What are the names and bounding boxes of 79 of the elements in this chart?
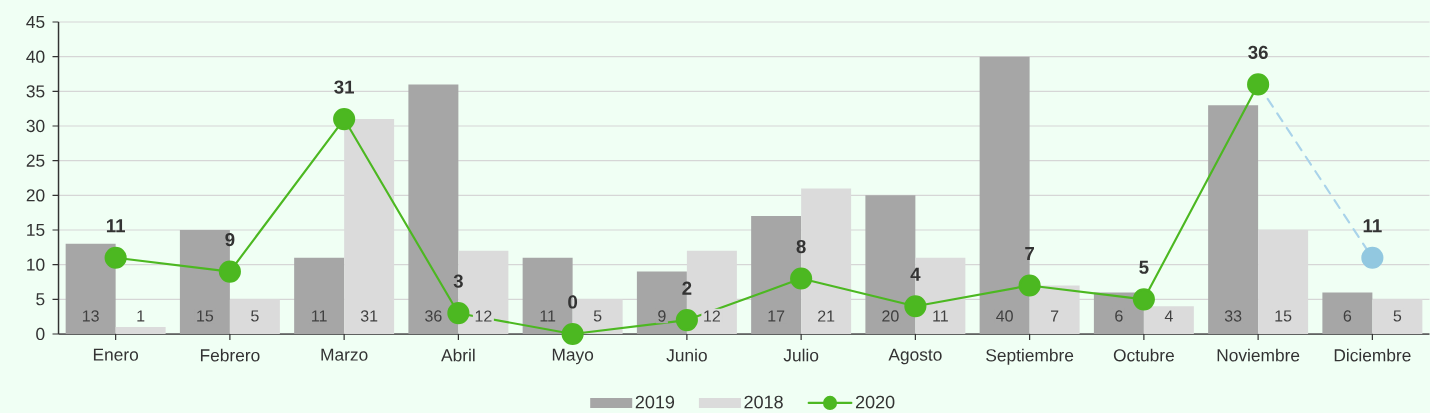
point bbox=[1247, 73, 1270, 96]
point bbox=[333, 107, 356, 131]
data-label: 15 bbox=[1275, 310, 1292, 322]
data-label: 11 bbox=[1363, 219, 1382, 233]
bar bbox=[115, 327, 166, 334]
x-tick-label: Julio bbox=[783, 348, 819, 362]
data-label: 12 bbox=[704, 310, 720, 322]
data-label: 1 bbox=[137, 310, 145, 322]
data-label: 21 bbox=[818, 310, 835, 322]
y-tick-label: 30 bbox=[26, 119, 45, 133]
data-label: 4 bbox=[910, 267, 921, 281]
x-tick-label: Agosto bbox=[888, 348, 942, 365]
data-label: 7 bbox=[1025, 247, 1034, 260]
data-label: 17 bbox=[768, 310, 785, 322]
y-tick-label: 40 bbox=[26, 50, 45, 63]
data-label: 40 bbox=[996, 310, 1013, 322]
data-label: 11 bbox=[933, 310, 948, 322]
point bbox=[447, 302, 470, 325]
bar bbox=[294, 257, 345, 334]
y-tick-label: 10 bbox=[27, 258, 45, 271]
legend-label: 2019 bbox=[635, 395, 675, 409]
point bbox=[904, 295, 927, 318]
x-tick-label: Mayo bbox=[552, 348, 594, 365]
x-tick-label: Septiembre bbox=[986, 348, 1074, 365]
bar bbox=[1208, 105, 1259, 334]
x-tick-label: Marzo bbox=[321, 348, 368, 361]
data-label: 12 bbox=[475, 310, 492, 322]
bar bbox=[65, 243, 116, 334]
y-tick-label: 45 bbox=[26, 15, 45, 29]
data-label: 9 bbox=[658, 310, 666, 322]
x-tick-label: Febrero bbox=[200, 348, 260, 362]
y-tick-label: 0 bbox=[36, 327, 45, 341]
y-tick-label: 20 bbox=[26, 189, 45, 202]
x-tick-label: Junio bbox=[666, 348, 707, 362]
point bbox=[561, 322, 584, 346]
data-label: 3 bbox=[453, 274, 463, 288]
point bbox=[218, 260, 241, 283]
data-label: 13 bbox=[82, 310, 99, 322]
x-tick-label: Enero bbox=[93, 348, 139, 361]
data-label: 31 bbox=[334, 80, 355, 94]
data-label: 6 bbox=[1343, 310, 1352, 322]
data-label: 31 bbox=[360, 310, 378, 322]
legend-label: 2020 bbox=[855, 395, 895, 409]
data-label: 7 bbox=[1050, 310, 1059, 322]
data-label: 36 bbox=[1248, 45, 1268, 60]
data-label: 11 bbox=[312, 310, 327, 322]
x-tick-label: Octubre bbox=[1113, 348, 1174, 362]
y-tick-label: 25 bbox=[26, 154, 45, 167]
x-tick-label: Abril bbox=[441, 348, 475, 362]
data-label: 5 bbox=[251, 310, 259, 322]
data-label: 36 bbox=[425, 310, 442, 322]
data-label: 8 bbox=[796, 239, 806, 254]
data-label: 33 bbox=[1224, 310, 1242, 322]
bar bbox=[1143, 306, 1194, 334]
data-label: 5 bbox=[1139, 260, 1149, 274]
point bbox=[790, 267, 813, 290]
point bbox=[1361, 246, 1384, 269]
x-tick-label: Noviembre bbox=[1217, 348, 1300, 362]
x-tick-label: Diciembre bbox=[1334, 348, 1411, 362]
y-tick-label: 35 bbox=[26, 85, 45, 98]
data-label: 15 bbox=[197, 310, 214, 322]
point bbox=[1132, 288, 1155, 311]
point bbox=[104, 246, 127, 269]
data-label: 5 bbox=[593, 310, 602, 322]
y-tick-label: 15 bbox=[27, 223, 45, 237]
point bbox=[1018, 274, 1041, 297]
data-label: 20 bbox=[882, 310, 899, 322]
y-tick-label: 5 bbox=[36, 293, 45, 306]
data-label: 11 bbox=[106, 219, 125, 233]
data-label: 6 bbox=[1115, 310, 1123, 322]
point bbox=[675, 309, 698, 332]
data-label: 11 bbox=[540, 310, 556, 322]
data-label: 9 bbox=[225, 232, 235, 247]
data-label: 0 bbox=[568, 295, 578, 309]
data-label: 5 bbox=[1393, 310, 1402, 322]
data-label: 2 bbox=[682, 281, 692, 295]
legend-label: 2018 bbox=[744, 395, 783, 409]
bar bbox=[1322, 292, 1373, 334]
data-label: 4 bbox=[1164, 310, 1173, 322]
